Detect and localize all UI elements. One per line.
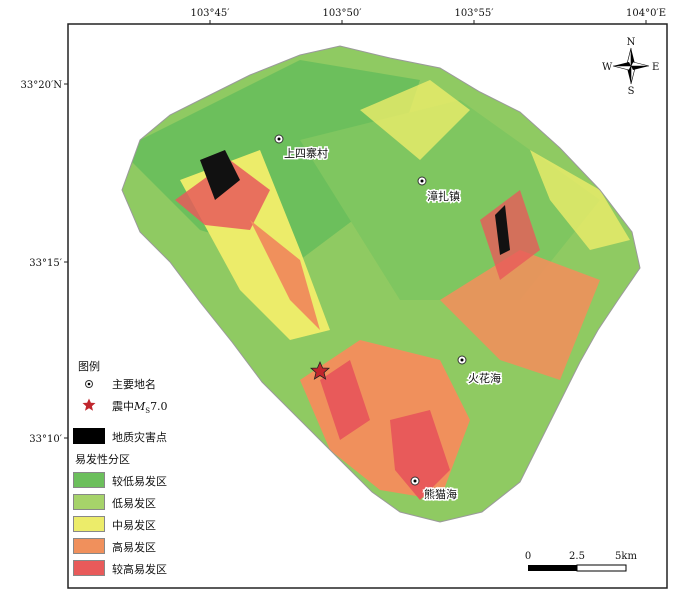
place-label: 上四寨村 bbox=[284, 146, 328, 160]
legend-swatch-hazard bbox=[73, 428, 105, 444]
north-arrow-icon: N S E W bbox=[602, 37, 659, 97]
legend-swatch bbox=[73, 560, 105, 576]
left-tick-label: 33°10′ bbox=[29, 434, 62, 445]
svg-text:S: S bbox=[628, 86, 635, 97]
legend-place-label: 主要地名 bbox=[112, 378, 156, 391]
legend-epicenter-label: 震中MS7.0 bbox=[112, 400, 168, 416]
place-label: 熊猫海 bbox=[424, 487, 457, 501]
legend-class-label: 较低易发区 bbox=[112, 475, 167, 488]
svg-text:E: E bbox=[652, 62, 659, 73]
top-tick-label: 103°55′ bbox=[454, 8, 494, 19]
svg-text:5km: 5km bbox=[615, 551, 637, 562]
place-label: 火花海 bbox=[468, 371, 501, 385]
scale-bar: 0 2.5 5km bbox=[525, 551, 637, 572]
legend-class-label: 高易发区 bbox=[112, 541, 156, 554]
legend-zoning-title: 易发性分区 bbox=[75, 453, 130, 466]
legend-swatch bbox=[73, 472, 105, 488]
place-markers bbox=[274, 134, 467, 486]
legend-class-label: 较高易发区 bbox=[112, 563, 167, 576]
svg-text:0: 0 bbox=[525, 551, 531, 562]
left-tick-label: 33°20′N bbox=[21, 80, 63, 91]
top-tick-label: 103°45′ bbox=[190, 8, 230, 19]
place-label: 漳扎镇 bbox=[427, 189, 460, 203]
svg-text:N: N bbox=[627, 37, 636, 48]
top-tick-label: 103°50′ bbox=[322, 8, 362, 19]
epicenter-star-icon bbox=[309, 360, 331, 380]
legend-swatch bbox=[73, 494, 105, 510]
susceptibility-zones bbox=[122, 46, 640, 522]
svg-text:W: W bbox=[602, 62, 613, 73]
legend-swatch bbox=[73, 538, 105, 554]
top-tick-label: 104°0′E bbox=[626, 8, 666, 19]
svg-text:2.5: 2.5 bbox=[569, 551, 585, 562]
legend-swatch bbox=[73, 516, 105, 532]
legend-hazard-label: 地质灾害点 bbox=[112, 431, 167, 444]
legend-class-label: 低易发区 bbox=[112, 497, 156, 510]
epicenter-star-icon bbox=[82, 398, 96, 411]
legend-title: 图例 bbox=[78, 360, 100, 373]
place-dot-icon bbox=[85, 380, 93, 388]
top-axis-ticks bbox=[64, 20, 647, 439]
map-frame bbox=[67, 23, 668, 589]
left-tick-label: 33°15′ bbox=[29, 258, 62, 269]
legend-class-label: 中易发区 bbox=[112, 519, 156, 532]
